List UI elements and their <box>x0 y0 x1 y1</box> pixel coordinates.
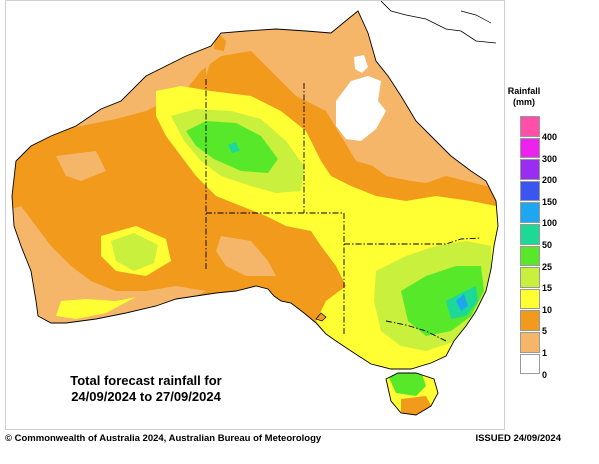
kangaroo-island <box>315 312 327 322</box>
mainland-coastline <box>11 10 499 370</box>
legend-title-line-2: (mm) <box>513 97 535 107</box>
rainfall-legend: Rainfall (mm) 400 300 200 150 100 50 25 15 10 5 1 0 <box>508 86 592 380</box>
legend-label: 200 <box>542 175 558 186</box>
rain-zone-100mm-nsw <box>456 294 468 311</box>
legend-swatch <box>520 202 540 223</box>
legend-label: 5 <box>542 326 548 337</box>
rain-zone-0mm-cape-york <box>336 76 386 141</box>
legend-title-line-1: Rainfall <box>507 86 541 96</box>
rain-zone-15mm-wa-interior <box>111 233 158 271</box>
legend-item: 150 <box>512 180 592 207</box>
state-borders <box>205 79 482 342</box>
legend-item: 200 <box>512 159 592 185</box>
legend-item: 1 <box>512 331 592 358</box>
legend-swatch <box>520 159 540 180</box>
legend-label: 0 <box>542 369 548 380</box>
rain-zone-1mm-sa-central <box>216 236 276 276</box>
rain-zone-10mm-southwest-coast <box>56 297 136 319</box>
legend-label: 1 <box>542 347 548 358</box>
rain-zone-50mm-nt <box>228 142 240 153</box>
legend-item: 100 <box>512 202 592 228</box>
tasmania-coastline <box>385 372 439 416</box>
legend-label: 100 <box>542 218 558 229</box>
legend-item: 50 <box>512 223 592 250</box>
legend-item: 400 <box>512 116 592 142</box>
forecast-caption: Total forecast rainfall for 24/09/2024 t… <box>46 373 246 405</box>
rain-zone-1mm-pilbara <box>56 151 106 181</box>
png-islands-coastline <box>460 10 492 24</box>
copyright-notice: © Commonwealth of Australia 2024, Austra… <box>5 433 322 444</box>
legend-item: 10 <box>512 288 592 315</box>
legend-label: 150 <box>542 196 558 207</box>
legend-swatch <box>520 137 540 159</box>
mainland-rainfall <box>12 11 498 369</box>
rain-zone-1mm-southwest <box>12 206 206 326</box>
map-canvas <box>11 1 499 416</box>
legend-rows: 400 300 200 150 100 50 25 15 10 5 1 0 <box>512 116 592 380</box>
legend-label: 15 <box>542 283 553 294</box>
legend-label: 10 <box>542 304 553 315</box>
legend-swatch <box>520 331 540 353</box>
legend-swatch <box>520 267 540 288</box>
legend-label: 400 <box>542 132 558 142</box>
rain-zone-0mm-cape-york-north <box>354 55 368 73</box>
tasmania-rainfall <box>386 373 438 415</box>
legend-swatch <box>520 116 540 137</box>
legend-item: 25 <box>512 245 592 272</box>
legend-swatch <box>520 288 540 310</box>
legend-swatch <box>520 180 540 202</box>
legend-item: 5 <box>512 310 592 336</box>
legend-item: 15 <box>512 267 592 293</box>
legend-title: Rainfall (mm) <box>494 86 554 108</box>
rain-zone-25mm-nsw <box>401 266 484 336</box>
border-qld-nsw <box>344 237 482 245</box>
legend-swatch <box>520 223 540 245</box>
legend-label: 25 <box>542 261 553 272</box>
legend-swatch <box>520 245 540 267</box>
legend-item: 0 <box>512 353 592 380</box>
rain-zone-25mm-tasmania <box>386 373 426 396</box>
legend-label: 50 <box>542 239 553 250</box>
rainfall-map: Total forecast rainfall for 24/09/2024 t… <box>5 0 505 430</box>
png-coastline <box>380 1 497 44</box>
caption-line-1: Total forecast rainfall for <box>70 373 222 388</box>
legend-label: 300 <box>542 153 558 164</box>
legend-item: 300 <box>512 137 592 164</box>
caption-line-2: 24/09/2024 to 27/09/2024 <box>71 389 221 404</box>
issued-date: ISSUED 24/09/2024 <box>475 433 561 444</box>
legend-swatch <box>520 310 540 331</box>
legend-swatch <box>520 353 540 375</box>
